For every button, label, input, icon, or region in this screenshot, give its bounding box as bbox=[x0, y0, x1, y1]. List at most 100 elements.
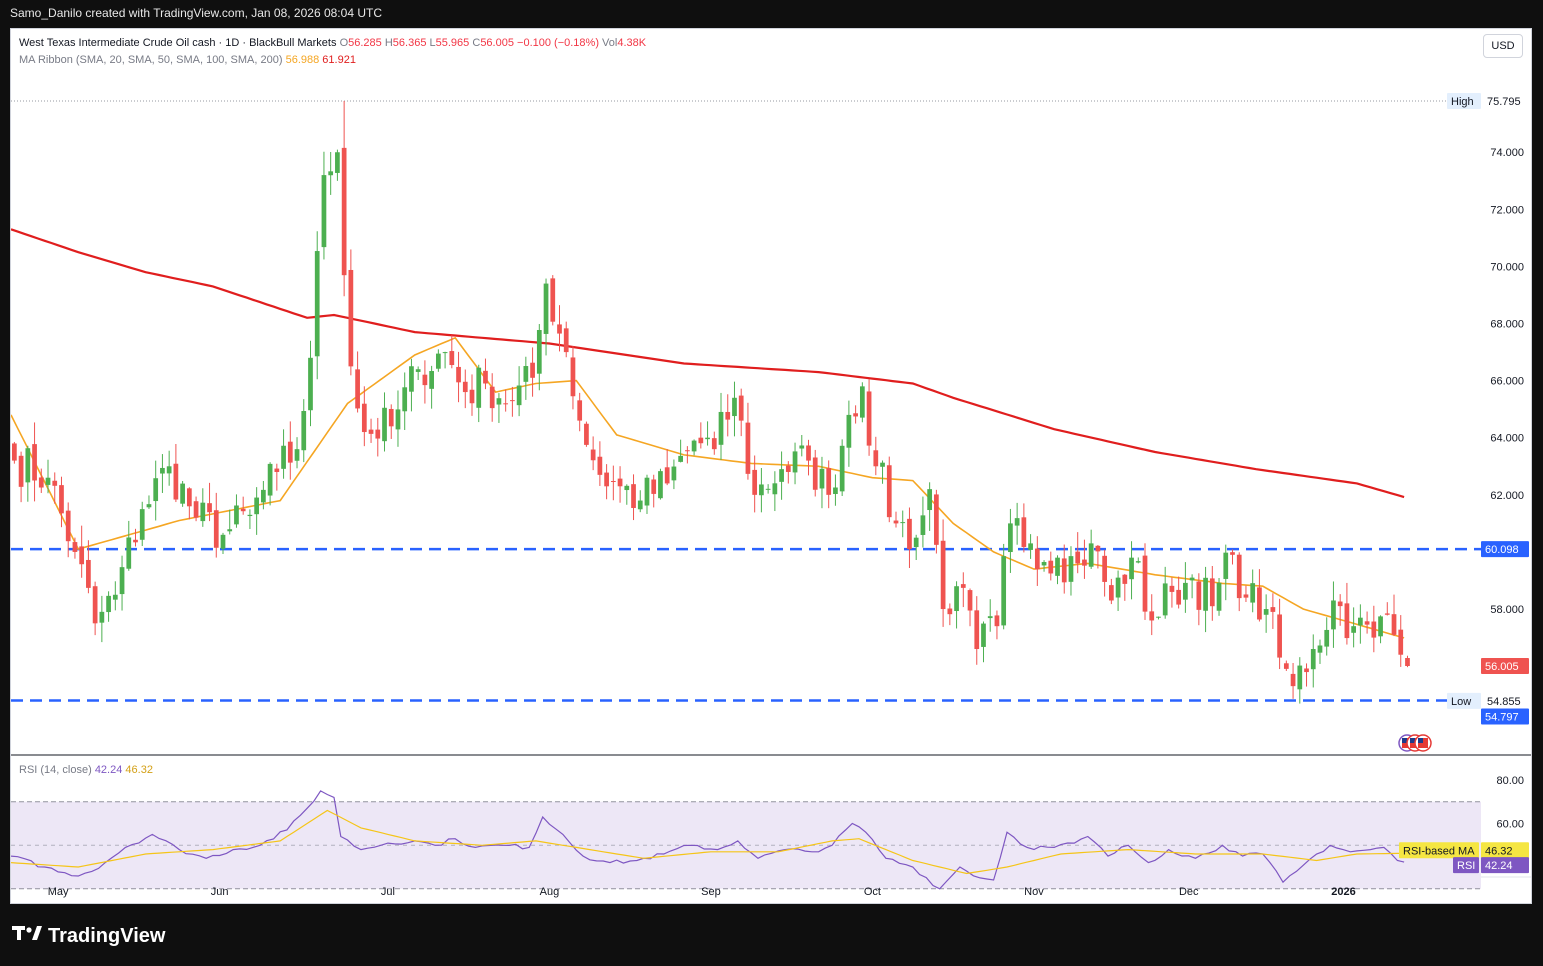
symbol-legend: West Texas Intermediate Crude Oil cash ·… bbox=[19, 35, 646, 69]
resistance-price-badge-text: 60.098 bbox=[1485, 544, 1519, 556]
candle-body bbox=[685, 450, 690, 452]
candle bbox=[1203, 566, 1208, 633]
candle-body bbox=[1223, 552, 1229, 579]
rsi-ma-line bbox=[11, 809, 1405, 875]
tradingview-logo[interactable]: TradingView bbox=[12, 924, 165, 948]
candle-body bbox=[523, 366, 529, 382]
candle bbox=[496, 393, 502, 423]
candle-body bbox=[900, 522, 906, 524]
candle-body bbox=[227, 529, 233, 532]
candle-body bbox=[1358, 617, 1363, 626]
candle-body bbox=[1405, 658, 1410, 667]
candle-body bbox=[1324, 629, 1330, 647]
candle bbox=[133, 528, 138, 547]
candle bbox=[947, 603, 953, 626]
candle bbox=[1169, 577, 1175, 608]
candle bbox=[72, 537, 78, 559]
candle bbox=[294, 437, 300, 469]
candle-body bbox=[415, 369, 421, 372]
legend-row-ma: MA Ribbon (SMA, 20, SMA, 50, SMA, 100, S… bbox=[19, 52, 646, 69]
candle-body bbox=[1108, 585, 1114, 601]
candle bbox=[846, 400, 852, 467]
candle-body bbox=[1337, 601, 1343, 607]
candle bbox=[59, 476, 64, 528]
candle-body bbox=[281, 445, 286, 469]
symbol-title: West Texas Intermediate Crude Oil cash ·… bbox=[19, 37, 337, 49]
candle bbox=[1243, 585, 1249, 603]
candle bbox=[476, 364, 482, 423]
candle-body bbox=[893, 520, 899, 524]
chart-canvas[interactable]: 62.000 64.000 66.000 68.000 70.000 72.000 74.0… bbox=[11, 29, 1531, 903]
candle bbox=[314, 231, 320, 380]
candle bbox=[1398, 615, 1404, 667]
candle-body bbox=[981, 623, 986, 647]
candle-body bbox=[301, 411, 307, 451]
candle-body bbox=[59, 485, 64, 514]
candle-body bbox=[274, 468, 280, 473]
candle bbox=[691, 439, 697, 456]
candle-body bbox=[826, 468, 832, 495]
candle-body bbox=[759, 484, 764, 496]
candle bbox=[900, 510, 906, 538]
high-tag-label-text: High bbox=[1451, 96, 1474, 108]
candle-body bbox=[799, 445, 805, 449]
candle-body bbox=[1398, 629, 1404, 655]
candle-body bbox=[590, 449, 596, 461]
candle bbox=[536, 324, 542, 391]
candle-body bbox=[1156, 616, 1161, 618]
candle bbox=[503, 389, 509, 412]
candle-body bbox=[361, 403, 367, 433]
candle bbox=[886, 456, 892, 523]
candle-body bbox=[267, 463, 273, 496]
candle bbox=[1223, 544, 1229, 601]
rsi-ma-tag-label-text: RSI-based MA bbox=[1403, 845, 1475, 857]
candle bbox=[1189, 574, 1195, 599]
rsi-legend: RSI (14, close) 42.24 46.32 bbox=[19, 764, 153, 776]
candle bbox=[550, 275, 556, 326]
candle-body bbox=[92, 586, 98, 624]
candle-body bbox=[368, 429, 374, 434]
price-tick-label: 70.000 bbox=[1490, 261, 1524, 273]
candle-body bbox=[160, 467, 165, 474]
time-tick-label: Dec bbox=[1179, 886, 1199, 898]
candle bbox=[523, 356, 529, 400]
candle bbox=[1384, 602, 1390, 616]
candle-body bbox=[510, 400, 515, 402]
candle bbox=[732, 381, 737, 437]
candle bbox=[254, 487, 260, 535]
candle bbox=[853, 405, 858, 424]
candle-body bbox=[920, 515, 926, 535]
candle bbox=[1344, 582, 1350, 645]
candle bbox=[1102, 549, 1107, 597]
candle bbox=[234, 494, 239, 528]
candle-body bbox=[52, 480, 58, 486]
candle-body bbox=[725, 411, 731, 420]
candle bbox=[981, 621, 986, 663]
candle bbox=[671, 459, 677, 490]
candle bbox=[1351, 607, 1356, 648]
chart-frame[interactable]: 62.000 64.000 66.000 68.000 70.000 72.000 74.0… bbox=[10, 28, 1532, 904]
candle-body bbox=[785, 465, 791, 472]
vol-label: Vol bbox=[602, 37, 618, 49]
time-tick-label: Jun bbox=[211, 886, 229, 898]
candle-body bbox=[779, 469, 784, 482]
candle-body bbox=[1149, 611, 1155, 621]
candle-body bbox=[429, 371, 434, 389]
candle bbox=[960, 572, 966, 608]
candle bbox=[193, 496, 199, 522]
candle bbox=[1371, 605, 1377, 653]
candle bbox=[489, 373, 495, 422]
candle bbox=[1028, 534, 1033, 559]
candle-body bbox=[624, 485, 630, 491]
candle-body bbox=[563, 328, 569, 353]
candle bbox=[429, 365, 434, 409]
candle bbox=[25, 445, 31, 502]
legend-row-ohlc: West Texas Intermediate Crude Oil cash ·… bbox=[19, 35, 646, 52]
candle bbox=[483, 358, 488, 390]
candle bbox=[119, 555, 125, 611]
candle bbox=[213, 492, 219, 558]
candle bbox=[907, 507, 912, 569]
candle bbox=[738, 388, 744, 437]
currency-button[interactable]: USD bbox=[1483, 34, 1523, 58]
candle bbox=[1337, 594, 1343, 626]
